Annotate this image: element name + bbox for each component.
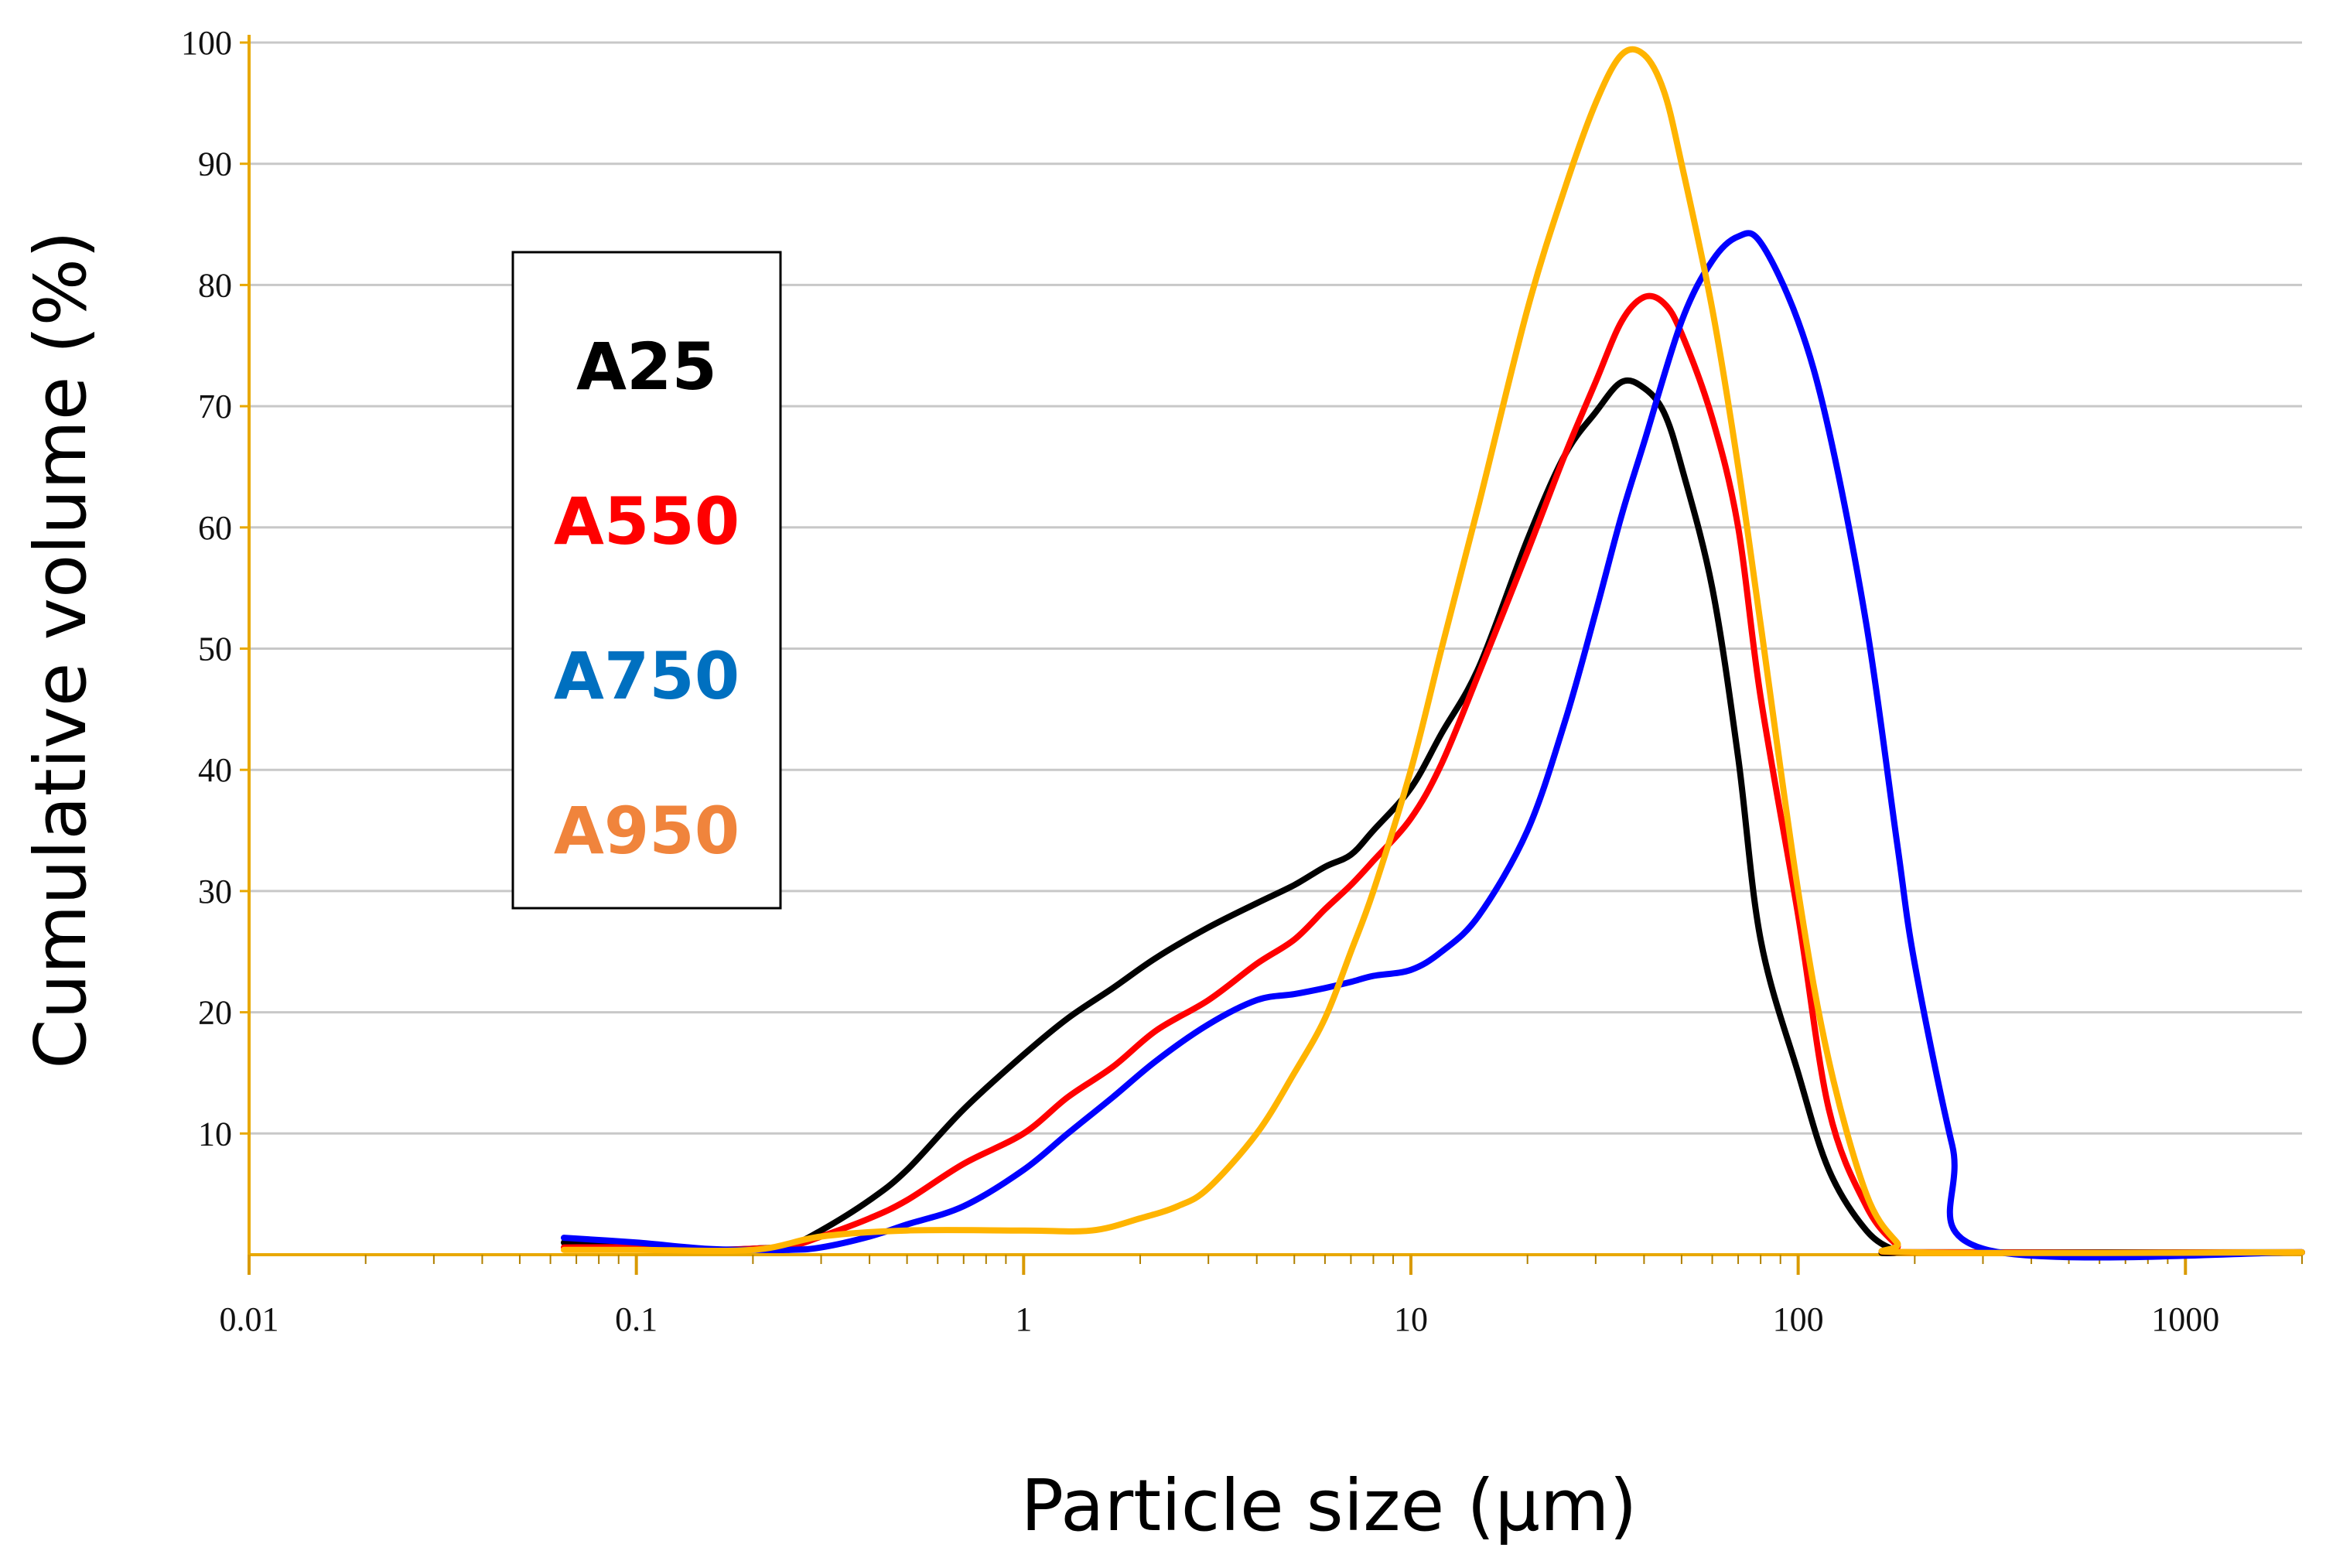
- legend-item-a25: A25: [576, 329, 717, 405]
- x-axis-title: Particle size (µm): [1021, 1464, 1638, 1547]
- x-tick-label-1000: 1000: [2151, 1300, 2219, 1338]
- y-tick-label-60: 60: [198, 509, 232, 547]
- series-line-a750: [561, 230, 2305, 1261]
- y-tick-label-40: 40: [198, 751, 232, 789]
- legend-item-a950: A950: [554, 793, 739, 869]
- legend-item-a750: A750: [554, 638, 739, 714]
- y-tick-label-90: 90: [198, 145, 232, 183]
- x-tick-labels: 0.01 0.1 1 10 100 1000: [220, 1300, 2220, 1338]
- y-tick-label-30: 30: [198, 873, 232, 910]
- legend-box: [511, 251, 782, 910]
- series-line-a950: [561, 46, 2305, 1256]
- y-tick-label-100: 100: [181, 24, 232, 62]
- y-tick-label-10: 10: [198, 1115, 232, 1153]
- y-tick-label-50: 50: [198, 630, 232, 668]
- x-tick-label-100: 100: [1773, 1300, 1824, 1338]
- x-tick-label-0.01: 0.01: [220, 1300, 279, 1338]
- series-line-a25: [561, 377, 2305, 1256]
- y-tick-label-70: 70: [198, 388, 232, 425]
- x-tick-label-0.1: 0.1: [615, 1300, 657, 1338]
- series-line-a550: [561, 292, 2305, 1256]
- x-tick-label-1: 1: [1015, 1300, 1032, 1338]
- y-tick-label-20: 20: [198, 994, 232, 1032]
- legend: A25 A550 A750 A950: [511, 251, 782, 910]
- data-series: [561, 46, 2305, 1261]
- y-axis-title: Cumulative volume (%): [19, 231, 102, 1069]
- legend-item-a550: A550: [554, 483, 739, 559]
- y-tick-label-80: 80: [198, 266, 232, 304]
- y-tick-labels: 10 20 30 40 50 60 70 80 90 100: [181, 24, 232, 1153]
- x-tick-label-10: 10: [1394, 1300, 1428, 1338]
